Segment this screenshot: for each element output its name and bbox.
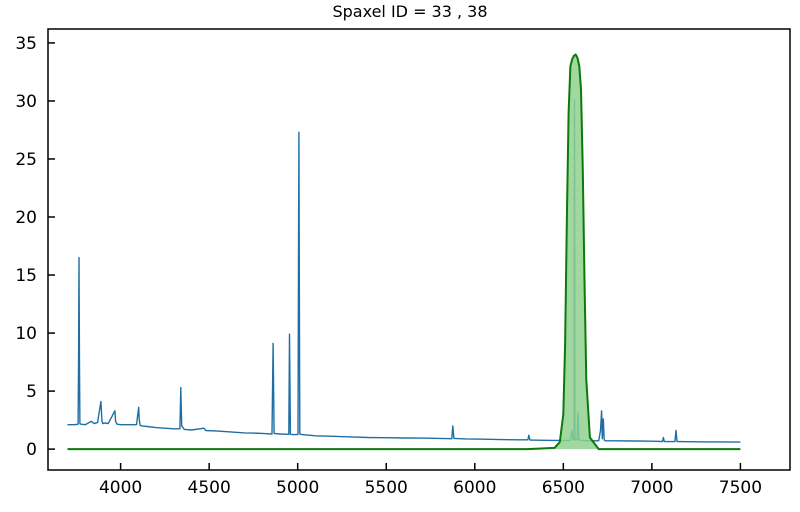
filter-curve-line xyxy=(67,53,741,451)
y-axis: 0 5 10 15 20 25 30 35 xyxy=(15,34,55,460)
y-tick-label: 25 xyxy=(15,150,37,170)
x-tick-label: 6500 xyxy=(542,478,585,498)
plot-area xyxy=(67,53,741,451)
y-tick-label: 20 xyxy=(15,208,37,228)
chart-title: Spaxel ID = 33 , 38 xyxy=(332,2,487,21)
x-tick-label: 7000 xyxy=(630,478,673,498)
y-tick-label: 5 xyxy=(26,382,37,402)
x-tick-label: 4500 xyxy=(188,478,231,498)
x-axis: 4000 4500 5000 5500 6000 6500 7000 7500 xyxy=(99,463,762,498)
y-tick-label: 0 xyxy=(26,440,37,460)
x-tick-label: 4000 xyxy=(99,478,142,498)
y-tick-label: 10 xyxy=(15,324,37,344)
x-tick-label: 5500 xyxy=(365,478,408,498)
x-tick-label: 5000 xyxy=(276,478,319,498)
plot-frame xyxy=(47,28,791,471)
x-tick-label: 6000 xyxy=(453,478,496,498)
filter-curve-fill xyxy=(67,54,741,450)
y-tick-label: 15 xyxy=(15,266,37,286)
y-tick-label: 30 xyxy=(15,92,37,112)
x-tick-label: 7500 xyxy=(719,478,762,498)
spectrum-line xyxy=(67,99,741,443)
y-tick-label: 35 xyxy=(15,34,37,54)
